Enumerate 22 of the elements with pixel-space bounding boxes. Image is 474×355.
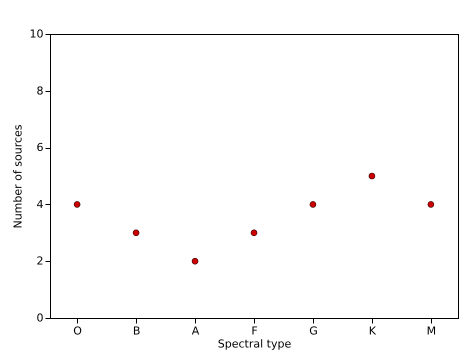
x-tick-label: M [426, 324, 436, 338]
x-tick-label: F [251, 324, 258, 338]
x-tick-label: G [309, 324, 318, 338]
x-axis-title: Spectral type [218, 338, 292, 350]
point [428, 201, 434, 208]
y-axis-title: Number of sources [12, 124, 25, 229]
y-tick-label: 8 [36, 84, 44, 98]
y-tick-label: 2 [36, 254, 44, 268]
x-tick-label: A [192, 324, 200, 338]
point [132, 230, 140, 236]
x-tick-label: O [73, 324, 82, 338]
point [250, 230, 258, 236]
point [192, 258, 198, 264]
point [368, 172, 376, 180]
x-tick-label: K [368, 324, 377, 338]
x-tick-label: B [132, 324, 140, 338]
point [310, 201, 316, 208]
point [74, 201, 80, 208]
y-tick-label: 10 [30, 28, 44, 40]
y-tick-label: 4 [36, 198, 44, 211]
y-tick-label: 6 [36, 141, 44, 154]
y-tick-label: 0 [36, 312, 44, 324]
